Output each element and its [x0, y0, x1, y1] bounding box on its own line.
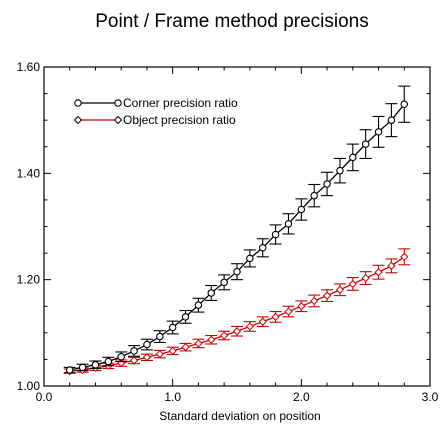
data-point-circle	[194, 301, 203, 309]
data-point-diamond	[361, 273, 370, 283]
x-tick-label: 1.0	[164, 390, 181, 404]
series-object	[63, 248, 411, 376]
data-point-diamond	[245, 322, 254, 331]
data-point-circle	[310, 191, 318, 200]
data-point-circle	[284, 220, 293, 228]
legend-marker-corner-right	[114, 99, 122, 107]
data-point-diamond	[374, 268, 383, 277]
data-point-circle	[104, 357, 113, 366]
data-point-diamond	[168, 346, 177, 356]
data-point-diamond	[297, 302, 306, 311]
data-point-diamond	[258, 317, 267, 326]
legend-marker-object-right	[113, 115, 123, 125]
legend-label-object: Object precision ratio	[123, 113, 236, 127]
x-tick-label: 2.0	[293, 390, 310, 404]
y-tick-label: 1.00	[17, 379, 41, 393]
series-layer	[63, 85, 411, 376]
data-point-circle	[78, 363, 87, 372]
data-point-circle	[400, 100, 409, 108]
data-point-circle	[271, 230, 280, 239]
data-point-circle	[168, 323, 177, 332]
data-point-diamond	[310, 296, 319, 306]
data-point-diamond	[207, 335, 216, 344]
data-point-diamond	[322, 291, 332, 300]
chart-title: Point / Frame method precisions	[95, 11, 369, 32]
data-point-circle	[361, 140, 370, 148]
x-tick-label: 0.0	[36, 390, 53, 404]
data-point-diamond	[155, 349, 164, 359]
data-point-diamond	[387, 261, 396, 270]
series-corner	[63, 85, 411, 374]
legend-marker-corner-left	[74, 99, 82, 107]
data-point-diamond	[348, 279, 357, 289]
data-point-diamond	[129, 356, 139, 365]
legend-marker-object-left	[73, 115, 83, 125]
data-point-circle	[349, 153, 357, 162]
data-point-circle	[65, 366, 74, 374]
data-point-diamond	[284, 307, 293, 316]
data-point-diamond	[181, 343, 190, 352]
data-point-diamond	[400, 252, 409, 261]
data-point-diamond	[194, 339, 203, 348]
data-point-circle	[143, 340, 151, 349]
data-point-circle	[181, 313, 190, 321]
x-tick-label: 3.0	[422, 390, 439, 404]
y-tick-label: 1.60	[17, 60, 41, 74]
x-axis-label: Standard deviation on position	[159, 409, 320, 423]
data-point-circle	[130, 347, 138, 355]
legend: Corner precision ratio Object precision …	[73, 96, 238, 127]
axis-ticks	[43, 66, 431, 387]
data-point-diamond	[232, 327, 242, 336]
data-point-circle	[246, 254, 254, 263]
data-point-diamond	[271, 312, 280, 321]
data-point-circle	[207, 289, 216, 297]
data-point-circle	[297, 205, 306, 214]
data-point-circle	[387, 116, 396, 124]
y-tick-label: 1.40	[17, 166, 41, 180]
data-point-diamond	[220, 331, 229, 340]
data-point-circle	[91, 360, 100, 369]
data-point-circle	[117, 353, 125, 361]
data-point-diamond	[335, 285, 345, 294]
legend-label-corner: Corner precision ratio	[123, 96, 238, 110]
data-point-diamond	[142, 353, 152, 362]
plot-frame	[43, 66, 431, 387]
data-point-circle	[156, 332, 164, 341]
axis-tick-labels: 0.0 1.0 2.0 3.0 1.00 1.20 1.40 1.60	[17, 60, 439, 404]
data-point-circle	[323, 180, 331, 188]
data-point-circle	[336, 166, 344, 175]
data-point-circle	[220, 278, 228, 287]
data-point-circle	[233, 267, 241, 276]
data-point-circle	[374, 128, 383, 136]
y-tick-label: 1.20	[17, 273, 41, 287]
data-point-circle	[258, 244, 267, 252]
